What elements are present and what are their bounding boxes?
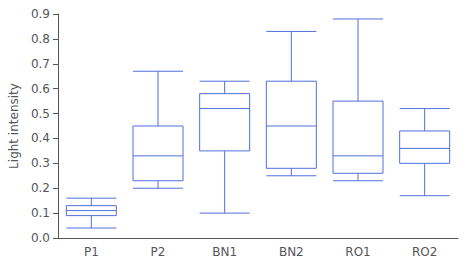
svg-text:0.0: 0.0 xyxy=(31,231,50,245)
svg-text:P2: P2 xyxy=(151,245,166,259)
svg-text:0.9: 0.9 xyxy=(31,7,50,21)
svg-text:0.8: 0.8 xyxy=(31,32,50,46)
svg-text:Light intensity: Light intensity xyxy=(7,83,21,169)
svg-text:0.3: 0.3 xyxy=(31,156,50,170)
svg-text:0.6: 0.6 xyxy=(31,82,50,96)
svg-text:BN2: BN2 xyxy=(279,245,304,259)
svg-text:0.7: 0.7 xyxy=(31,57,50,71)
svg-text:BN1: BN1 xyxy=(212,245,237,259)
svg-text:RO2: RO2 xyxy=(412,245,437,259)
svg-text:0.5: 0.5 xyxy=(31,107,50,121)
svg-text:P1: P1 xyxy=(84,245,99,259)
svg-text:RO1: RO1 xyxy=(345,245,370,259)
svg-text:0.4: 0.4 xyxy=(31,131,50,145)
svg-text:0.2: 0.2 xyxy=(31,181,50,195)
svg-text:0.1: 0.1 xyxy=(31,206,50,220)
